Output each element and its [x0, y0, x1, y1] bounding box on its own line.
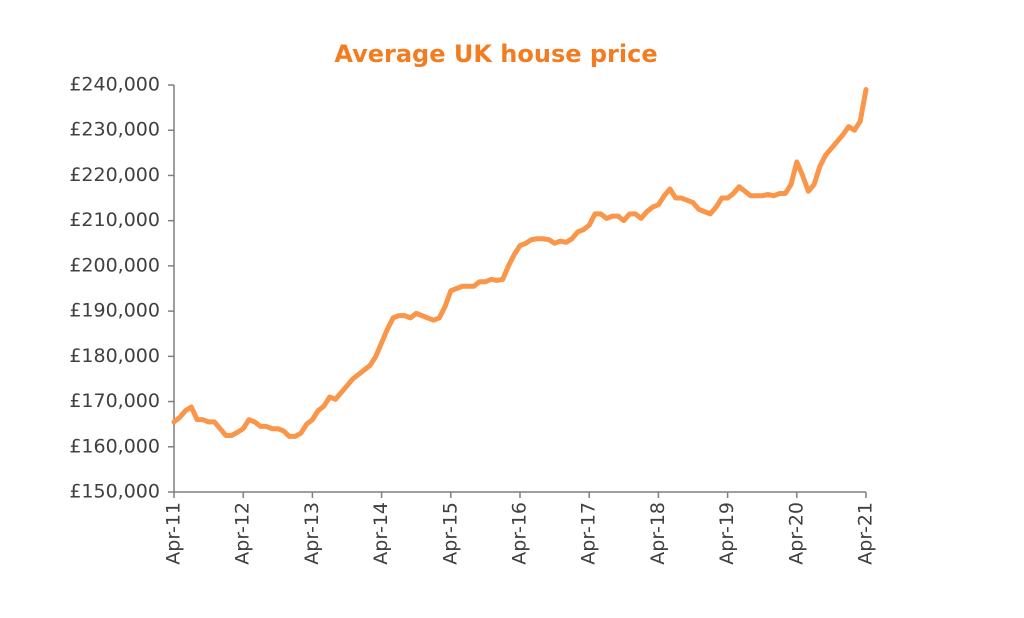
y-tick-label: £230,000: [69, 119, 160, 141]
y-tick-label: £180,000: [69, 345, 160, 367]
x-tick-label: Apr-21: [855, 502, 877, 565]
x-tick-label: Apr-14: [370, 502, 392, 565]
price-line: [171, 87, 869, 439]
y-tick-label: £220,000: [69, 164, 160, 186]
y-tick-label: £190,000: [69, 300, 160, 322]
chart-title: Average UK house price: [334, 40, 657, 68]
x-tick-label: Apr-15: [439, 502, 461, 565]
y-tick-label: £240,000: [69, 74, 160, 96]
x-tick-label: Apr-11: [163, 502, 185, 565]
x-tick-label: Apr-17: [578, 502, 600, 565]
x-tick-label: Apr-16: [509, 502, 531, 565]
x-tick-label: Apr-13: [301, 502, 323, 565]
y-tick-label: £210,000: [69, 209, 160, 231]
x-tick-label: Apr-20: [785, 502, 807, 565]
x-tick-label: Apr-18: [647, 502, 669, 565]
y-tick-label: £200,000: [69, 254, 160, 276]
y-tick-label: £160,000: [69, 435, 160, 457]
x-tick-label: Apr-12: [232, 502, 254, 565]
y-tick-label: £170,000: [69, 390, 160, 412]
y-tick-label: £150,000: [69, 481, 160, 503]
x-tick-label: Apr-19: [716, 502, 738, 565]
